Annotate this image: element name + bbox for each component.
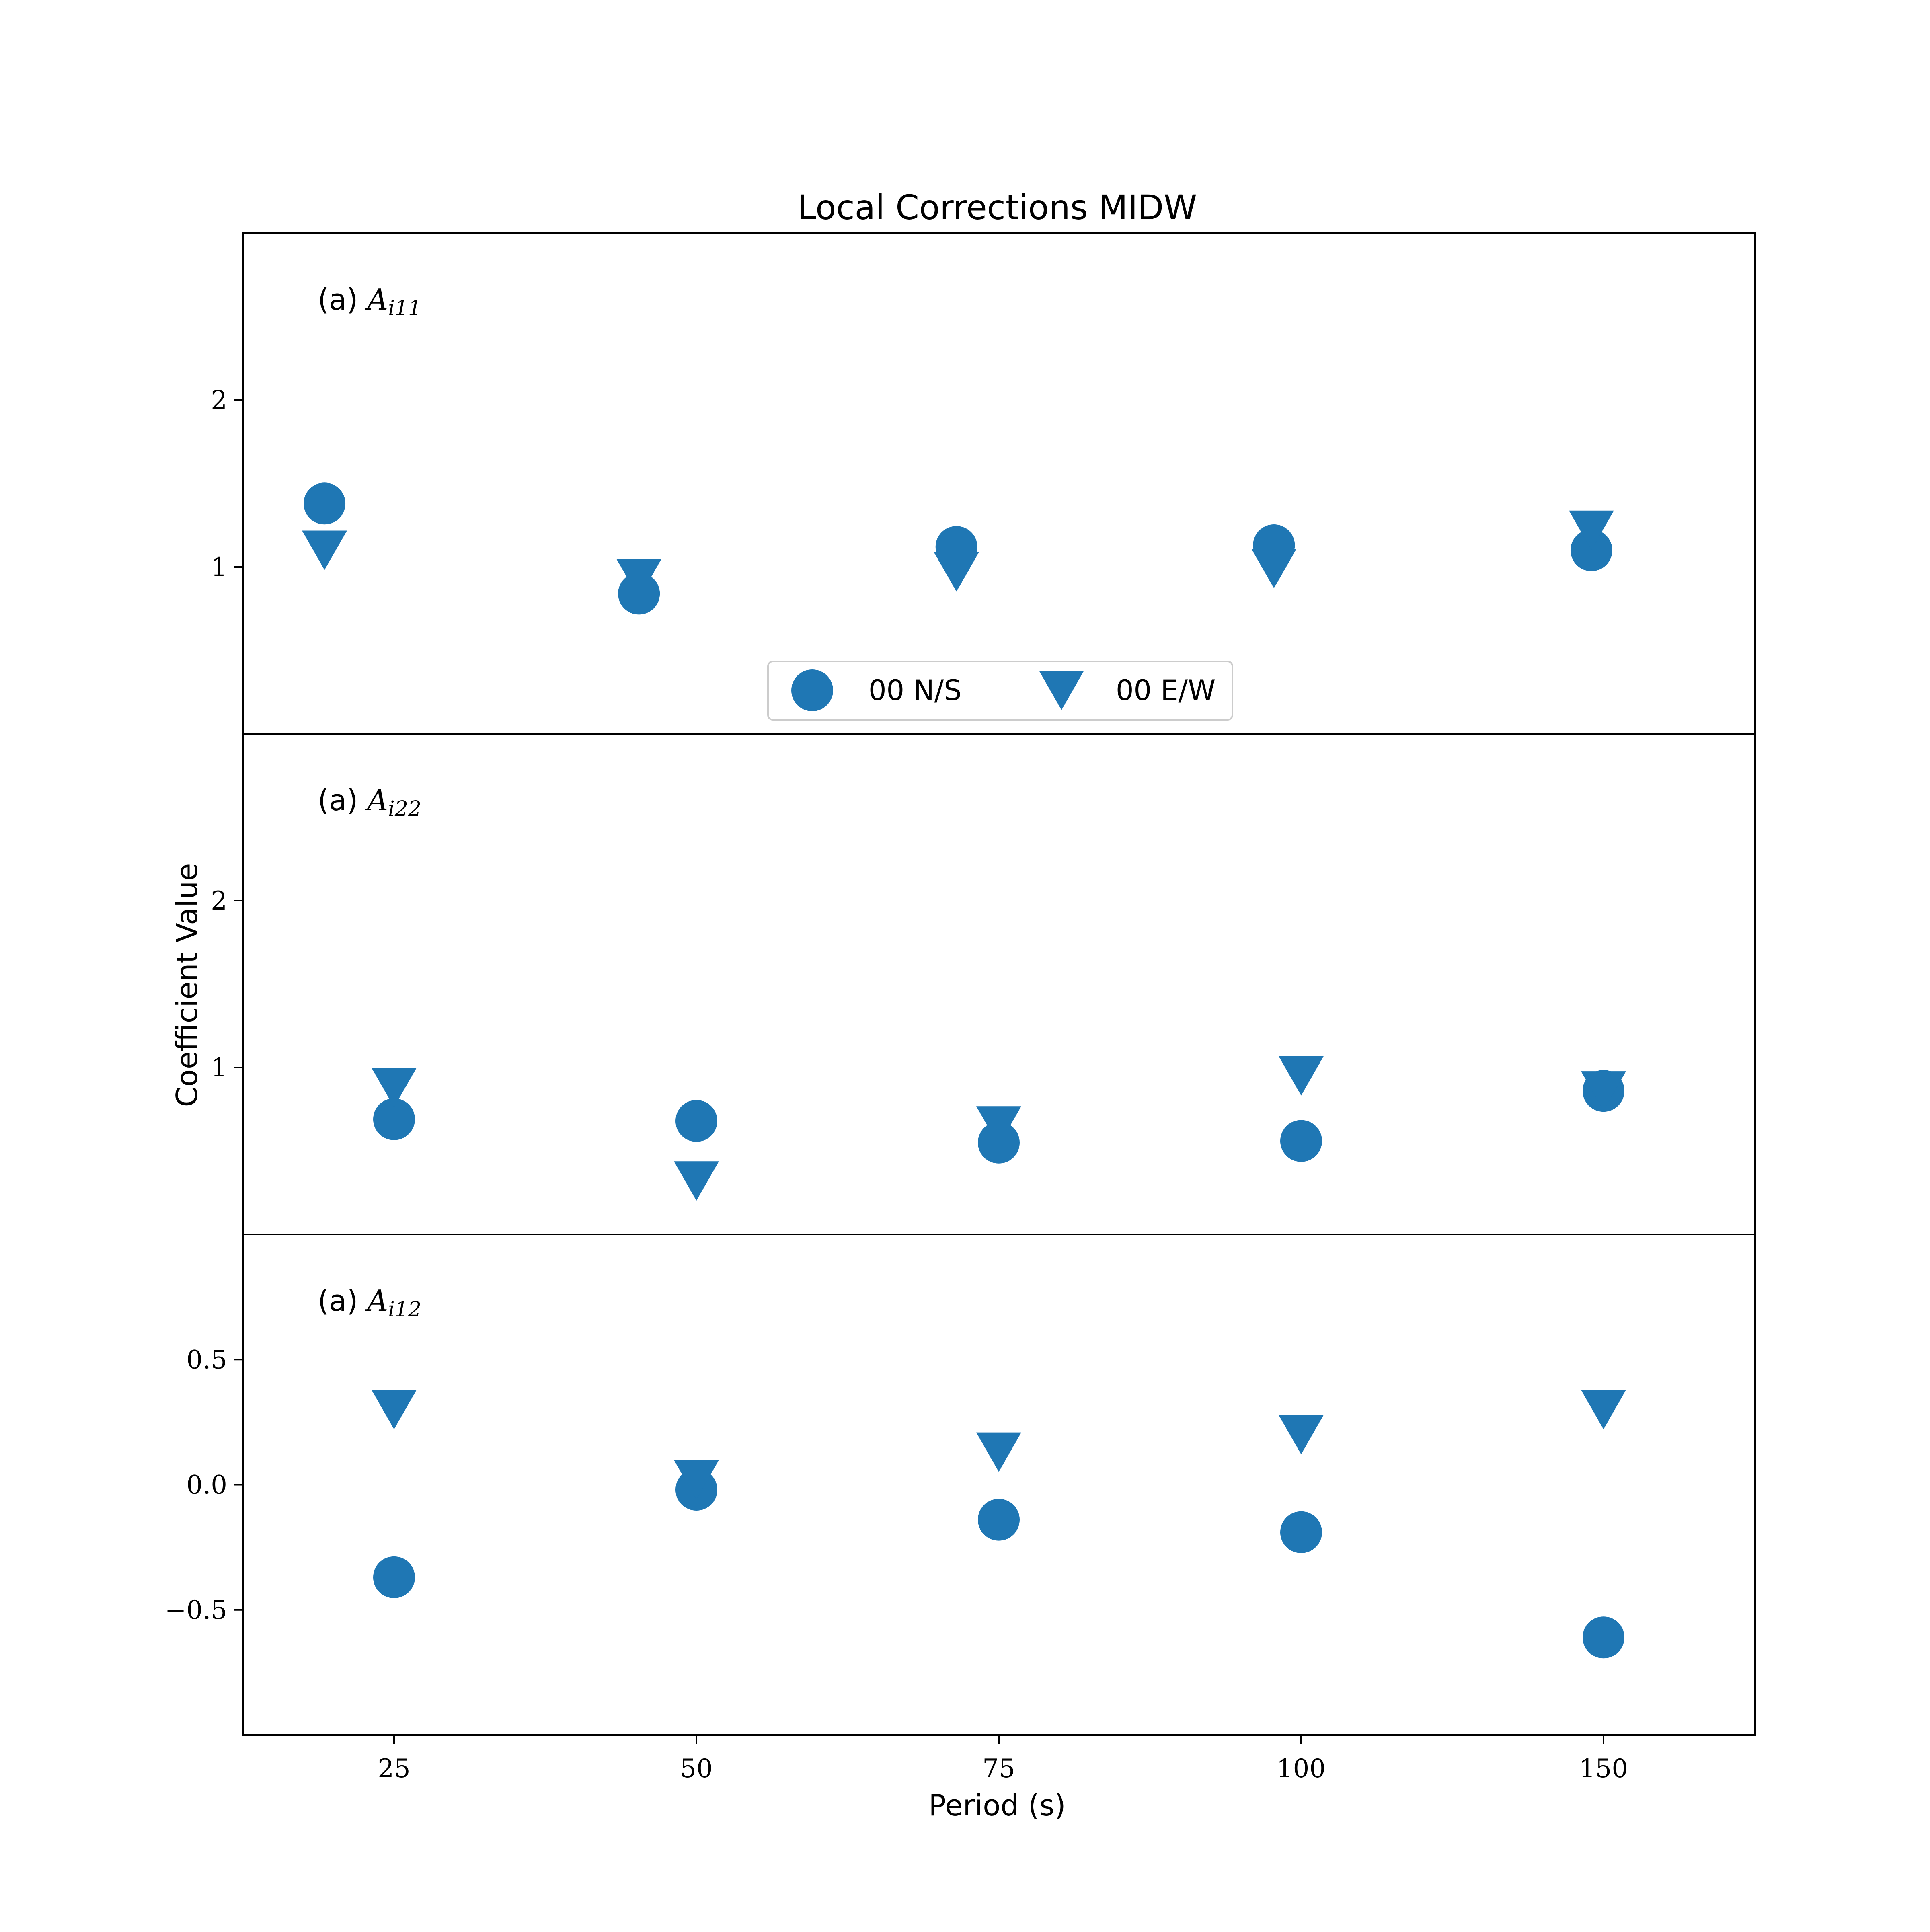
panel-label-prefix: (a) [318,283,367,316]
panel-i22: 1 2 (a) Ai22 [211,733,1756,1235]
data-point-ew [1251,549,1297,589]
panel-frame [242,1234,1756,1736]
panel-label-subscript: i11 [388,296,421,320]
panel-label-symbol: A [365,283,388,316]
panel-i12: 0.5 0.0 −0.5 (a) Ai12 [165,1234,1756,1736]
data-point-ns [1280,1511,1322,1553]
x-tick-label: 50 [680,1754,712,1784]
panel-label-subscript: i12 [388,1298,421,1322]
y-tick-label: 1 [211,1053,227,1083]
panel-label-symbol: A [365,783,388,817]
panel-frame [242,232,1756,735]
data-point-ns [373,1098,415,1140]
data-point-ew [976,1432,1021,1472]
x-tick-label: 100 [1277,1754,1326,1784]
y-tick-label: −0.5 [165,1595,227,1625]
data-point-ns [373,1556,415,1598]
panel-label-subscript: i22 [388,797,421,821]
data-point-ns [1280,1120,1322,1162]
panel-i11: 1 2 (a) Ai11 [211,232,1756,735]
legend-label-ns: 00 N/S [868,674,962,707]
y-tick-label: 2 [211,386,227,415]
data-point-ew [934,552,979,592]
x-axis: 25 50 75 100 150 [378,1735,1628,1784]
x-tick-label: 150 [1579,1754,1628,1784]
data-point-ew [372,1068,417,1107]
panel-label-symbol: A [365,1284,388,1318]
data-point-ns [676,1100,717,1142]
y-tick-label: 0.5 [186,1345,227,1375]
x-tick-label: 25 [378,1754,410,1784]
data-point-ew [1581,1390,1626,1429]
data-point-ew [976,1106,1021,1146]
data-point-ew [1279,1415,1324,1454]
legend-marker-ew [1039,671,1084,710]
data-point-ns [1570,529,1612,571]
panel-label: (a) Ai12 [318,1284,421,1322]
data-point-ew [372,1390,417,1429]
chart-title: Local Corrections MIDW [797,188,1197,227]
panel-label: (a) Ai22 [318,783,421,821]
legend: 00 N/S 00 E/W [767,661,1233,721]
legend-box [767,661,1233,721]
data-point-ns [978,1499,1020,1541]
legend-label-ew: 00 E/W [1116,674,1215,707]
panels: 1 2 (a) Ai11 1 2 (a) Ai22 0.5 0.0 −0.5 (a) Ai12 [165,232,1756,1736]
data-point-ew [674,1460,719,1500]
data-point-ns [1583,1616,1624,1659]
data-point-ew [1581,1071,1626,1111]
data-point-ew [1569,510,1614,550]
data-point-ew [302,530,347,570]
x-axis-label: Period (s) [928,1788,1066,1822]
x-tick-label: 75 [982,1754,1015,1784]
y-tick-label: 0.0 [186,1470,227,1500]
data-point-ew [674,1161,719,1201]
y-tick-label: 1 [211,552,227,582]
panel-label: (a) Ai11 [318,283,421,320]
data-point-ns [304,482,346,525]
data-point-ew [1279,1056,1324,1096]
data-point-ew [616,559,662,599]
y-axis-label: Coefficient Value [170,863,204,1107]
y-tick-label: 2 [211,886,227,916]
panel-label-prefix: (a) [318,1284,367,1318]
panel-label-prefix: (a) [318,783,367,817]
legend-marker-ns [791,669,833,711]
